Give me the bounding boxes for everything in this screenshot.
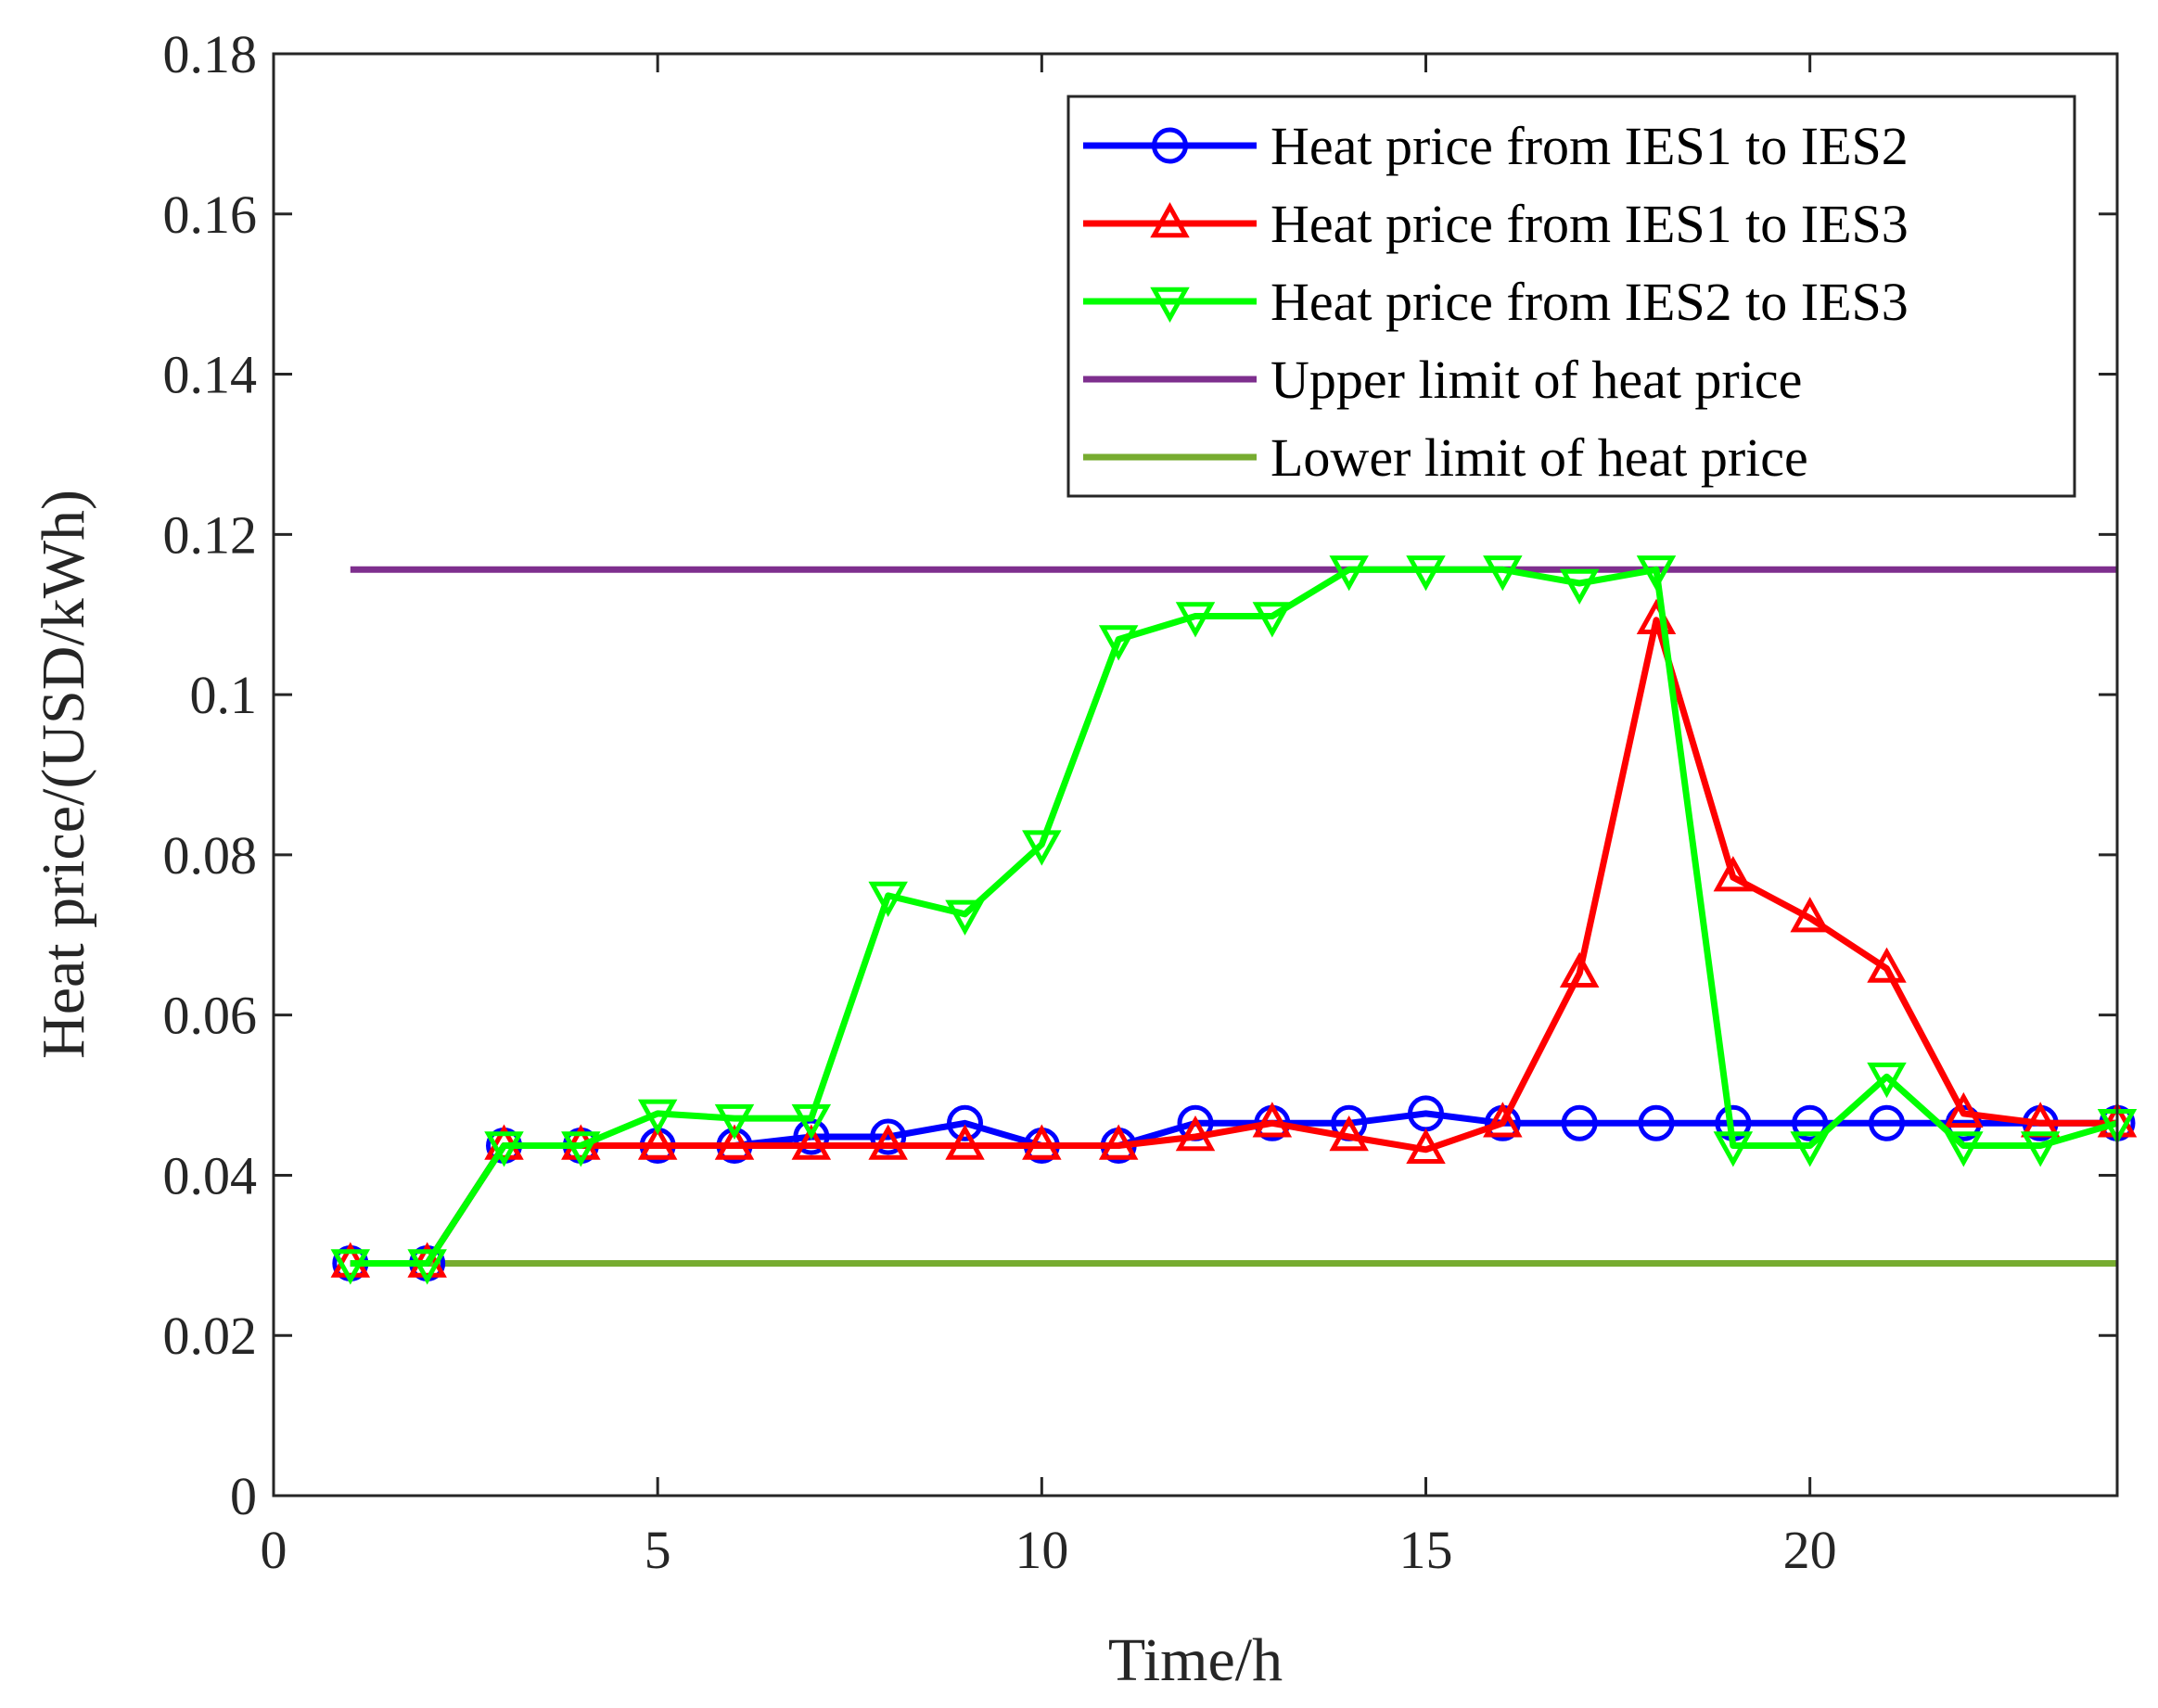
legend-label: Heat price from IES2 to IES3: [1271, 272, 1909, 332]
y-tick-label: 0.04: [163, 1145, 258, 1205]
x-tick-label: 15: [1399, 1520, 1453, 1580]
data-point-triangle-up: [868, 1124, 908, 1160]
y-tick-label: 0.06: [163, 986, 258, 1046]
data-point-circle: [1792, 1104, 1829, 1141]
data-point-triangle-down: [714, 1103, 755, 1141]
data-point-triangle-down: [945, 899, 985, 936]
data-point-triangle-up: [1867, 947, 1907, 983]
data-point-triangle-up: [1150, 202, 1190, 238]
data-point-triangle-down: [1944, 1131, 1984, 1167]
x-tick-label: 5: [645, 1520, 671, 1580]
data-point-triangle-up: [1329, 1115, 1369, 1152]
data-point-circle: [1638, 1104, 1675, 1141]
data-point-triangle-down: [1406, 555, 1446, 592]
data-point-circle: [1152, 127, 1188, 164]
data-point-triangle-down: [1559, 568, 1600, 605]
legend-label: Upper limit of heat price: [1271, 350, 1802, 410]
legend: Heat price from IES1 to IES2 Heat price f…: [1066, 95, 2076, 498]
data-point-triangle-up: [637, 1124, 678, 1160]
data-point-triangle-down: [1098, 625, 1139, 661]
data-point-triangle-down: [1790, 1131, 1830, 1167]
data-point-triangle-up: [1483, 1102, 1523, 1138]
data-point-triangle-down: [1150, 287, 1190, 323]
legend-box: [1066, 95, 2076, 498]
data-point-triangle-down: [1252, 602, 1293, 638]
legend-label: Heat price from IES1 to IES2: [1271, 116, 1909, 176]
legend-label: Lower limit of heat price: [1271, 427, 1808, 488]
legend-item: Upper limit of heat price: [1083, 350, 1802, 410]
y-tick-label: 0.12: [163, 504, 258, 565]
data-point-triangle-up: [1406, 1128, 1446, 1165]
data-point-triangle-up: [791, 1124, 832, 1160]
data-point-triangle-down: [484, 1131, 524, 1167]
data-point-triangle-down: [1022, 830, 1062, 866]
data-point-triangle-up: [1559, 951, 1600, 988]
data-point-triangle-down: [637, 1099, 678, 1135]
data-point-triangle-up: [1713, 856, 1754, 892]
legend-item: Heat price from IES1 to IES3: [1083, 194, 1909, 254]
x-tick-label: 0: [261, 1520, 287, 1580]
y-tick-label: 0.18: [163, 24, 258, 84]
data-point-circle: [1561, 1104, 1598, 1141]
data-point-triangle-up: [714, 1124, 755, 1160]
data-point-triangle-up: [1944, 1091, 1984, 1128]
data-point-triangle-down: [561, 1131, 601, 1167]
legend-label: Heat price from IES1 to IES3: [1271, 194, 1909, 254]
y-tick-label: 0.08: [163, 825, 258, 886]
data-point-triangle-down: [330, 1249, 371, 1285]
data-point-triangle-down: [1636, 555, 1677, 592]
data-point-triangle-up: [1252, 1102, 1293, 1138]
y-tick-label: 0.16: [163, 185, 258, 245]
data-point-triangle-down: [1713, 1131, 1754, 1167]
data-point-triangle-up: [1790, 897, 1830, 933]
data-point-triangle-down: [791, 1103, 832, 1141]
x-tick-label: 20: [1783, 1520, 1837, 1580]
y-tick-label: 0.02: [163, 1306, 258, 1366]
legend-item: Lower limit of heat price: [1083, 427, 1808, 488]
y-axis-label: Heat price/(USD/kWh): [30, 490, 97, 1059]
x-axis-label: Time/h: [1108, 1626, 1283, 1694]
legend-item: Heat price from IES2 to IES3: [1083, 272, 1909, 332]
y-tick-label: 0.1: [190, 665, 258, 725]
data-point-circle: [870, 1118, 907, 1155]
data-point-triangle-down: [1867, 1062, 1907, 1099]
y-tick-label: 0: [230, 1466, 257, 1526]
data-point-triangle-down: [1329, 555, 1369, 592]
data-point-circle: [1869, 1104, 1905, 1141]
x-tick-label: 10: [1015, 1520, 1068, 1580]
data-point-triangle-up: [1175, 1115, 1216, 1152]
data-point-triangle-down: [2020, 1131, 2061, 1167]
data-point-triangle-up: [1098, 1124, 1139, 1160]
data-point-triangle-down: [1483, 555, 1523, 592]
legend-item: Heat price from IES1 to IES2: [1083, 116, 1909, 176]
plot-frame: [272, 52, 2119, 1498]
data-point-triangle-down: [868, 881, 908, 917]
y-tick-label: 0.14: [163, 345, 258, 405]
data-point-triangle-up: [945, 1124, 985, 1160]
data-point-triangle-down: [407, 1249, 447, 1285]
data-point-circle: [947, 1104, 983, 1141]
data-point-triangle-up: [1022, 1124, 1062, 1160]
data-point-triangle-down: [1175, 602, 1216, 638]
